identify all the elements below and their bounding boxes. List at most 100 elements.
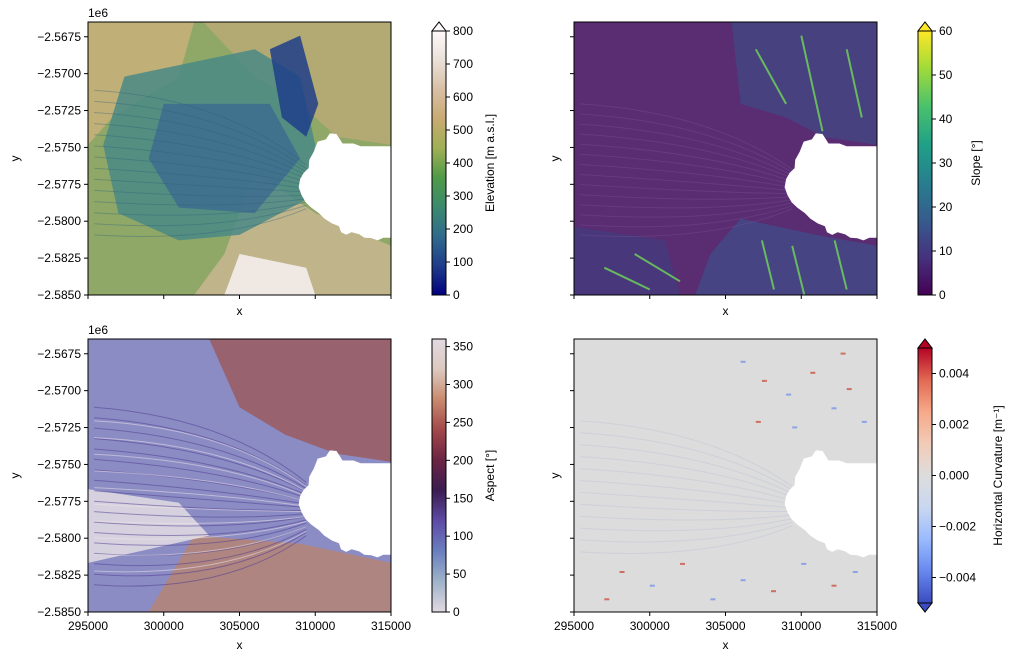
colorbar-tick-label: 40 <box>939 112 953 126</box>
aspect-flowline <box>94 406 307 483</box>
elevation-flowline <box>94 204 307 227</box>
colorbar-gradient <box>432 31 446 295</box>
curvature-flowline <box>580 456 793 498</box>
colorbar-tick-label: 200 <box>453 453 473 467</box>
offset-label: 1e6 <box>88 323 108 337</box>
slope-steep-line <box>603 266 651 291</box>
slope-flowline <box>580 208 793 237</box>
colorbar-label: Slope [°] <box>969 140 983 186</box>
elevation-peak <box>224 254 316 295</box>
x-tick-label: 305000 <box>219 619 259 633</box>
curvature-flowline <box>580 521 793 543</box>
slope-steep-line <box>634 253 681 283</box>
curvature-feature <box>831 584 837 587</box>
colorbar-tick-label: 0.004 <box>939 367 969 381</box>
colorbar: 0 50 100 150 200 250 300 350 Aspect [°] <box>431 338 497 619</box>
elevation-flowline <box>94 167 307 190</box>
slope-left-area <box>574 226 680 295</box>
colorbar-tick-label: 800 <box>453 24 473 38</box>
elevation-flowline <box>94 178 307 193</box>
x-tick-label: 295000 <box>554 619 594 633</box>
y-tick-label: −2.5800 <box>37 214 81 228</box>
slope-flowline <box>580 174 793 192</box>
x-axis-label: x <box>723 304 729 318</box>
slope-steep-line <box>791 245 806 295</box>
elevation-flowline <box>94 100 307 170</box>
curvature-flowline <box>580 518 793 532</box>
colorbar-frame <box>431 338 447 613</box>
colorbar-tick-label: 0.000 <box>939 469 969 483</box>
curvature-feature <box>680 562 685 565</box>
slope-bottom-area <box>695 218 877 295</box>
elevation-tributary <box>269 35 319 137</box>
colorbar-extend-max <box>916 338 934 349</box>
x-tick-label: 315000 <box>371 619 411 633</box>
elevation-flowline <box>94 123 307 176</box>
y-tick-label: −2.5725 <box>37 104 81 118</box>
curvature-feature <box>649 584 655 587</box>
y-tick-label: −2.5675 <box>37 347 81 361</box>
colorbar-label: Horizontal Curvature [m⁻¹] <box>991 405 1005 545</box>
curvature-feature <box>740 579 746 582</box>
y-tick-label: −2.5700 <box>37 384 81 398</box>
aspect-flowline <box>94 458 307 499</box>
x-tick-label: 300000 <box>630 619 670 633</box>
slope-flowline <box>580 143 793 182</box>
aspect-flowline <box>94 448 307 496</box>
curvature-feature <box>840 352 846 355</box>
y-tick-label: −2.5775 <box>37 494 81 508</box>
colorbar-tick-label: 300 <box>453 378 473 392</box>
y-tick-label: −2.5700 <box>37 67 81 81</box>
colorbar-extend-max <box>916 21 934 32</box>
curvature-flowline <box>580 480 793 505</box>
colorbar-tick-label: 30 <box>939 156 953 170</box>
curvature-feature <box>710 598 716 601</box>
aspect-ridge-area <box>209 339 391 462</box>
offset-label: 1e6 <box>88 6 108 20</box>
aspect-highlight <box>94 453 307 497</box>
slope-flowline <box>580 163 793 189</box>
panel-1: −2.5675 −2.5700 −2.5725 −2.5750 −2.5775 −2.58… <box>8 6 497 318</box>
colorbar-tick-label: 250 <box>453 415 473 429</box>
curvature-flowline <box>580 420 793 487</box>
x-tick-label: 295000 <box>68 619 108 633</box>
slope-steep-line <box>833 240 848 290</box>
colorbar-extend-min <box>916 602 934 613</box>
colorbar-tick-label: −0.002 <box>939 520 976 534</box>
curvature-flowline <box>580 491 793 509</box>
slope-steep-line <box>760 240 775 290</box>
y-axis-label: y <box>8 473 22 479</box>
elevation-flowline <box>94 198 307 206</box>
colorbar: −0.004 −0.002 0.000 0.002 0.004 Horizontal Cu… <box>916 338 1005 613</box>
curvature-feature <box>792 426 798 429</box>
y-tick-label: −2.5675 <box>37 30 81 44</box>
elevation-flowline <box>94 145 307 183</box>
slope-flowline <box>580 123 793 176</box>
curvature-flowline <box>580 468 793 502</box>
slope-ridge-area <box>731 22 877 145</box>
y-tick-label: −2.5775 <box>37 177 81 191</box>
curvature-feature <box>861 420 867 423</box>
aspect-flowline <box>94 479 307 505</box>
y-axis-label: y <box>548 156 562 162</box>
colorbar-tick-label: 100 <box>453 529 473 543</box>
colorbar-tick-label: 50 <box>939 68 953 82</box>
colorbar-tick-label: 20 <box>939 200 953 214</box>
curvature-feature <box>846 388 852 391</box>
curvature-feature <box>810 371 816 374</box>
colorbar-label: Aspect [°] <box>483 450 497 502</box>
raster-image <box>574 22 877 295</box>
aspect-flowline <box>94 535 307 587</box>
y-tick-label: −2.5800 <box>37 531 81 545</box>
aspect-highlight <box>94 516 307 524</box>
elevation-flowline <box>94 89 307 166</box>
y-tick-label: −2.5750 <box>37 140 81 154</box>
aspect-flowline <box>94 516 307 527</box>
slope-flowline <box>580 153 793 185</box>
curvature-flowline <box>580 432 793 491</box>
y-tick-label: −2.5750 <box>37 457 81 471</box>
slope-flowline <box>580 205 793 228</box>
aspect-flowline <box>94 522 307 546</box>
elevation-flowline <box>94 156 307 186</box>
